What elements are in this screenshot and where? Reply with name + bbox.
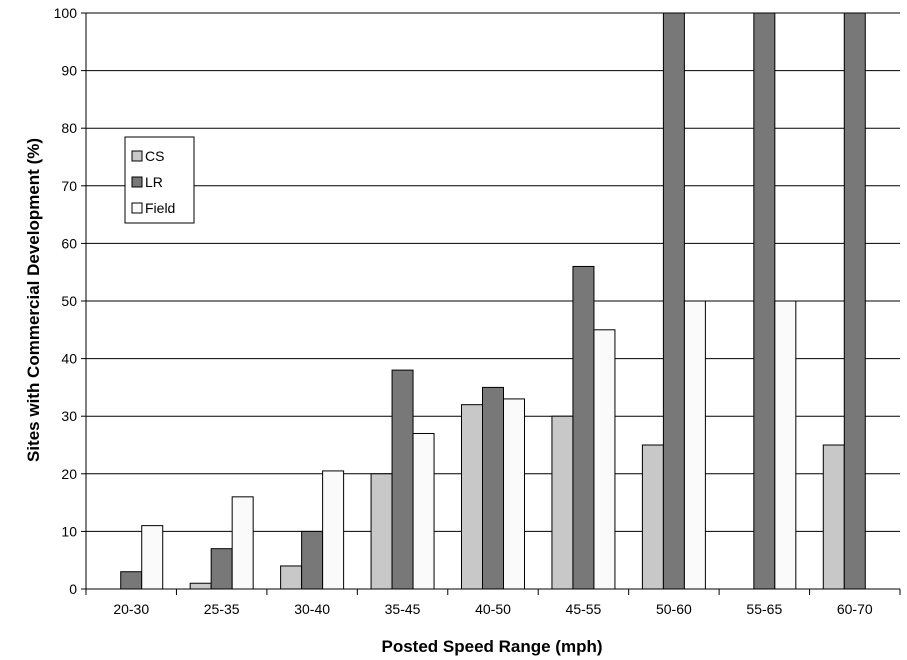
- bar-field-45-55: [593, 329, 616, 590]
- y-tick-label: 100: [54, 5, 78, 21]
- y-tick-label: 0: [69, 581, 77, 597]
- bar-lr-55-65: [753, 12, 776, 590]
- bar-lr-35-45: [391, 369, 414, 590]
- bar-field-40-50: [503, 398, 525, 590]
- legend-swatch-field: [131, 202, 143, 214]
- bar-cs-50-60: [641, 444, 664, 590]
- x-tick-label: 30-40: [294, 601, 330, 617]
- legend-label-lr: LR: [145, 174, 163, 190]
- x-tick-label: 25-35: [204, 601, 240, 617]
- bar-cs-45-55: [551, 415, 574, 590]
- x-tick-label: 45-55: [566, 601, 602, 617]
- legend: CS LR Field: [124, 136, 195, 224]
- bar-field-50-60: [683, 300, 706, 590]
- x-tick-label: 55-65: [746, 601, 782, 617]
- legend-label-cs: CS: [145, 148, 164, 164]
- bar-lr-60-70: [843, 12, 866, 590]
- bar-field-30-40: [322, 470, 345, 590]
- y-tick-label: 90: [61, 63, 77, 79]
- y-tick-labels: 0 10 20 30 40 50 60 70 80 90 100: [54, 5, 78, 597]
- bar-cs-30-40: [280, 565, 303, 590]
- y-tick-label: 40: [61, 351, 77, 367]
- bar-cs-25-35: [189, 582, 212, 590]
- y-tick-label: 70: [61, 178, 77, 194]
- legend-label-field: Field: [145, 200, 175, 216]
- bar-lr-25-35: [210, 548, 233, 590]
- y-axis-title: Sites with Commercial Development (%): [24, 138, 43, 462]
- bar-field-25-35: [231, 496, 254, 590]
- y-tick-label: 60: [61, 235, 77, 251]
- bar-lr-50-60: [662, 12, 685, 590]
- x-tick-label: 60-70: [837, 601, 873, 617]
- bar-field-20-30: [141, 525, 164, 590]
- bar-lr-45-55: [572, 265, 595, 590]
- bar-field-55-65: [774, 300, 797, 590]
- y-tick-label: 20: [61, 466, 77, 482]
- bar-cs-40-50: [461, 404, 483, 590]
- bar-lr-40-50: [482, 386, 504, 590]
- x-tick-label: 40-50: [475, 601, 511, 617]
- y-tick-label: 10: [61, 523, 77, 539]
- bar-lr-20-30: [120, 571, 143, 590]
- legend-swatch-lr: [131, 176, 143, 188]
- x-tick-label: 20-30: [113, 601, 149, 617]
- y-tick-label: 30: [61, 408, 77, 424]
- legend-swatch-cs: [131, 150, 143, 162]
- x-tick-label: 35-45: [385, 601, 421, 617]
- x-axis-title: Posted Speed Range (mph): [381, 637, 602, 656]
- bar-lr-30-40: [301, 530, 324, 590]
- bar-cs-35-45: [370, 473, 393, 590]
- y-tick-label: 80: [61, 120, 77, 136]
- axes: [81, 12, 901, 595]
- bar-field-35-45: [412, 432, 435, 590]
- bar-cs-60-70: [822, 444, 845, 590]
- x-tick-label: 50-60: [656, 601, 692, 617]
- y-tick-label: 50: [61, 293, 77, 309]
- x-tick-labels: 20-30 25-35 30-40 35-45 40-50 45-55 50-60 55-65…: [113, 601, 873, 617]
